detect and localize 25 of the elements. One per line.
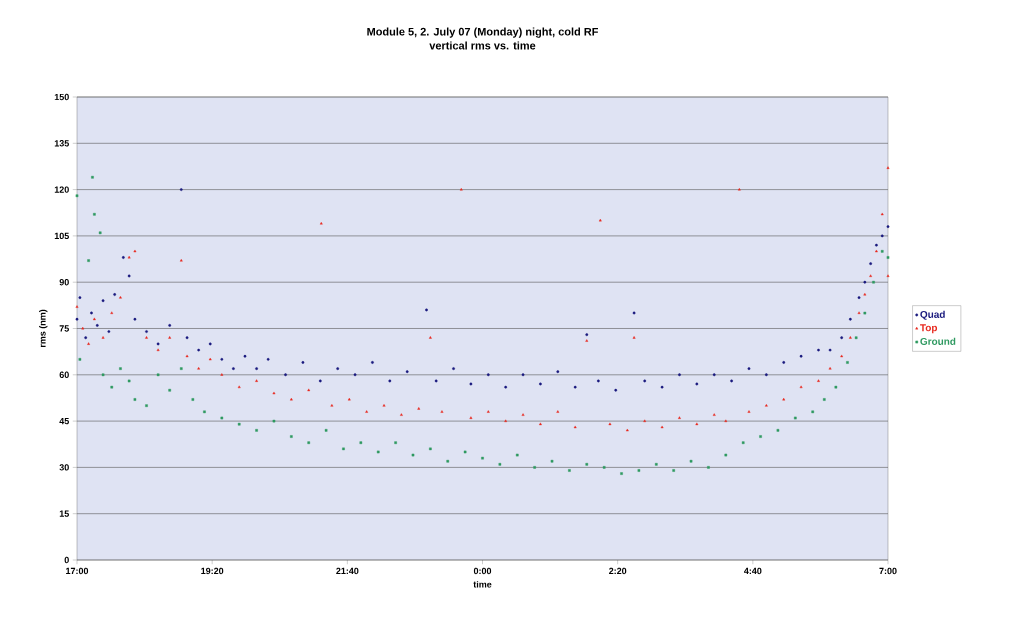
chart-subtitle: vertical rms vs. time: [429, 41, 536, 50]
y-tick-label: 15: [59, 510, 69, 517]
y-tick-label: 75: [59, 325, 69, 332]
y-tick-label: 120: [54, 186, 69, 193]
y-tick-label: 90: [59, 279, 69, 286]
y-tick-label: 30: [59, 464, 69, 471]
y-tick-label: 0: [64, 556, 69, 564]
x-axis-title: time: [473, 580, 492, 588]
legend-label: Ground: [920, 337, 956, 345]
y-axis-title: rms (nm): [39, 309, 48, 348]
y-tick-label: 150: [54, 93, 69, 101]
legend-label: Quad: [920, 310, 945, 320]
x-tick-label: 21:40: [336, 567, 359, 575]
y-tick-label: 135: [54, 140, 69, 147]
y-tick-label: 45: [59, 417, 69, 425]
y-tick-label: 105: [54, 232, 69, 240]
x-tick-label: 7:00: [879, 567, 897, 575]
x-tick-label: 17:00: [66, 567, 89, 575]
x-tick-label: 19:20: [201, 567, 224, 575]
x-tick-label: 2:20: [609, 567, 627, 575]
legend-label: Top: [920, 324, 938, 334]
x-tick-label: 0:00: [473, 567, 492, 575]
chart-title: Module 5, 2. July 07 (Monday) night, cold RF: [367, 27, 599, 38]
x-tick-label: 4:40: [744, 567, 762, 575]
y-tick-label: 60: [59, 371, 69, 378]
